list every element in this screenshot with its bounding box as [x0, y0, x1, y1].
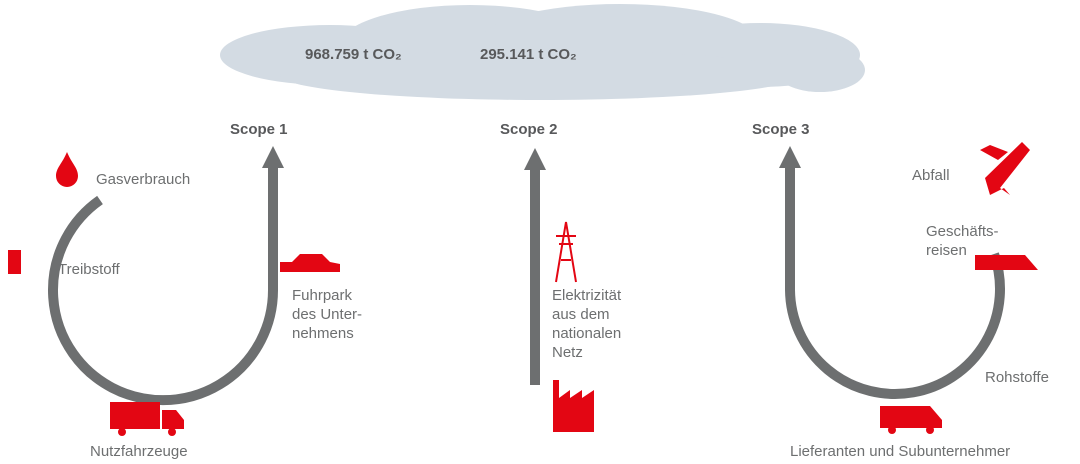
label: reisen [926, 242, 967, 259]
cloud-value: 295.141 t CO₂ [480, 46, 577, 63]
drop-icon [56, 152, 78, 187]
label: Treibstoff [58, 261, 121, 278]
label: Nutzfahrzeuge [90, 443, 188, 460]
pylon-icon [555, 221, 577, 283]
train-icon [975, 255, 1038, 270]
icons [8, 142, 1038, 436]
label: Netz [552, 344, 583, 361]
car-icon [280, 254, 340, 272]
label: nehmens [292, 325, 354, 342]
label: Abfall [912, 167, 950, 184]
scope3-flow [785, 164, 1005, 399]
label: Fuhrpark [292, 287, 353, 304]
flows [48, 146, 1005, 406]
arrowhead [779, 146, 801, 168]
fuel-icon [8, 250, 21, 274]
label: Elektrizität [552, 287, 622, 304]
scope-label: Scope 2 [500, 121, 558, 138]
label: des Unter- [292, 306, 362, 323]
label: Rohstoffe [985, 369, 1049, 386]
plane-icon [980, 142, 1030, 195]
van-icon [880, 406, 942, 434]
label: Lieferanten und Subunternehmer [790, 443, 1010, 460]
label: Gasverbrauch [96, 171, 190, 188]
cloud-value: 968.759 t CO₂ [305, 46, 402, 63]
factory-icon [553, 380, 594, 432]
arrowhead [262, 146, 284, 168]
truck-icon [110, 402, 184, 436]
label: aus dem [552, 306, 610, 323]
label: Geschäfts- [926, 223, 999, 240]
scope-label: Scope 1 [230, 121, 288, 138]
cloud [220, 4, 865, 100]
label: nationalen [552, 325, 621, 342]
scope-label: Scope 3 [752, 121, 810, 138]
scope1-flow [48, 164, 278, 406]
arrowhead [524, 148, 546, 170]
